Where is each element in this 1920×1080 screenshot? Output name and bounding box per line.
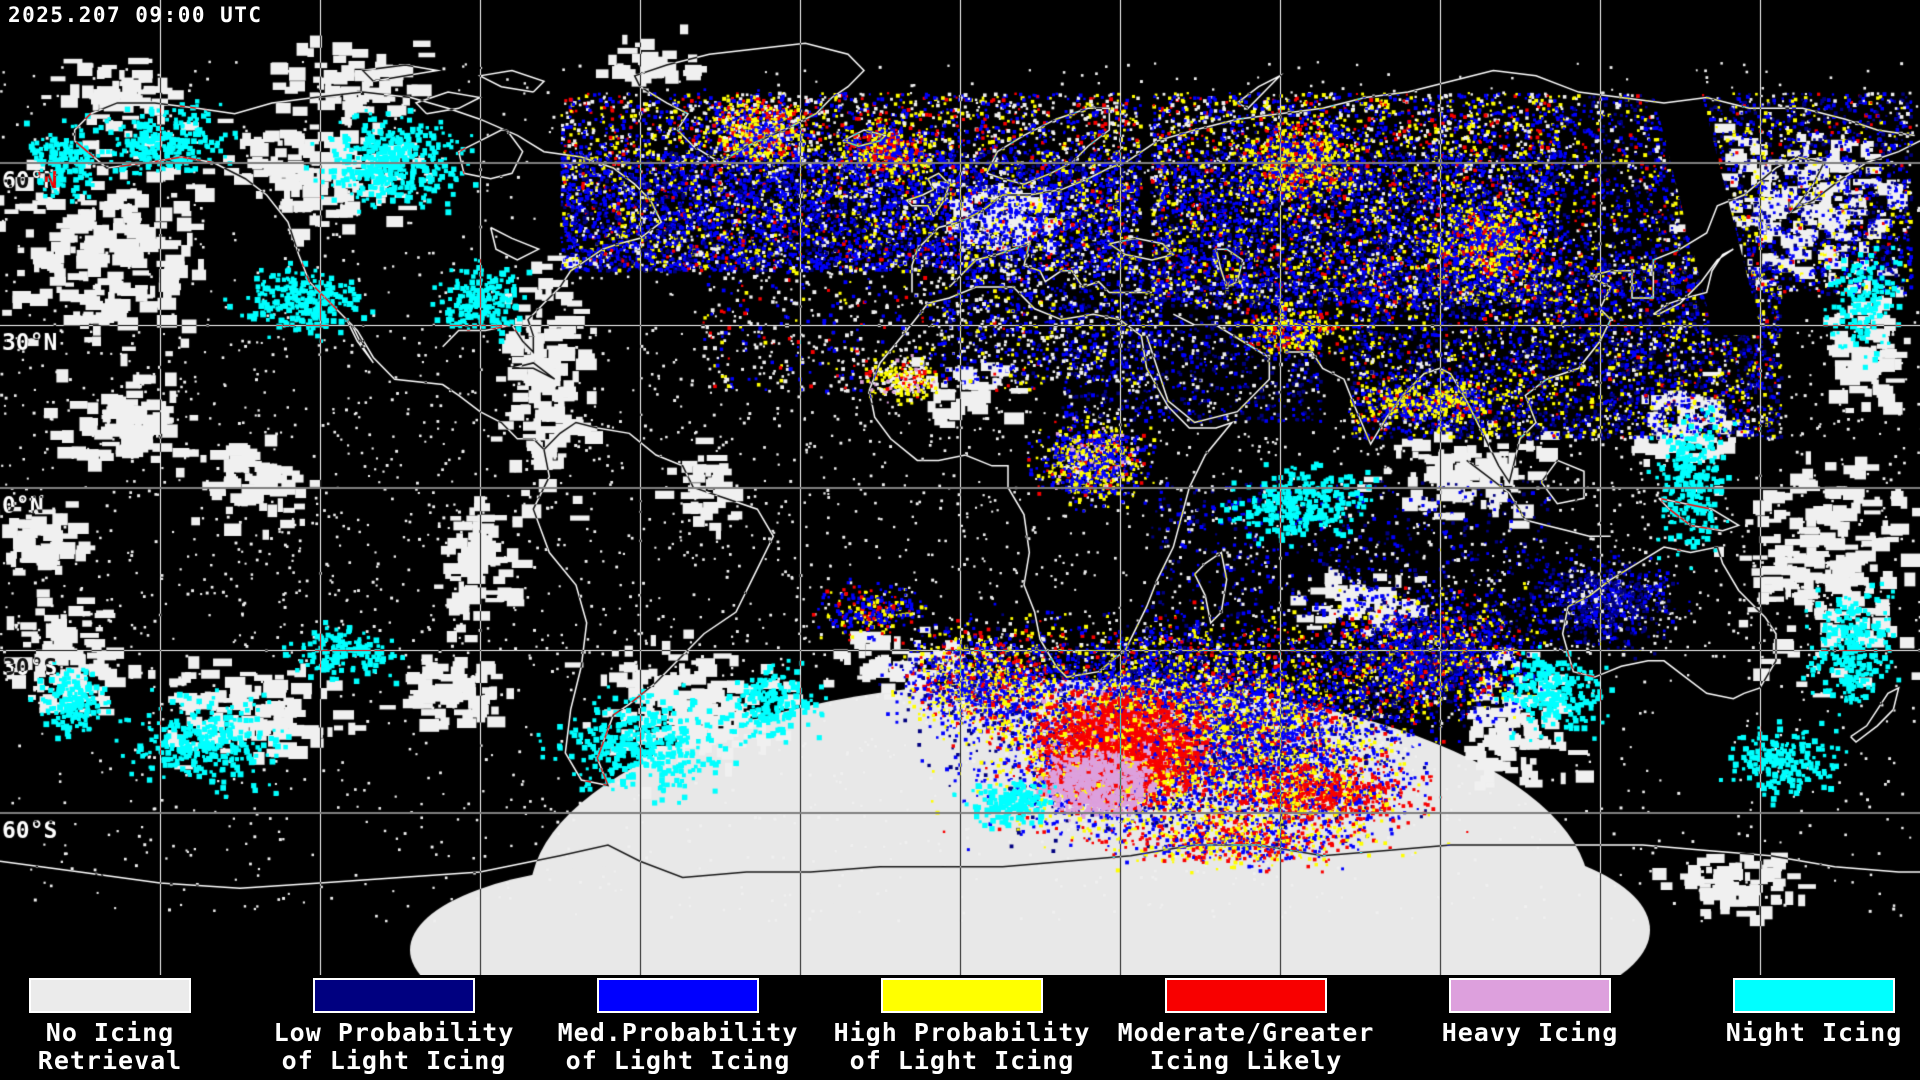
legend-swatch-night-icing <box>1733 978 1895 1013</box>
legend-swatch-moderate-greater <box>1165 978 1327 1013</box>
legend-label-line1: High Probability <box>833 1018 1091 1047</box>
legend-label-line1: Heavy Icing <box>1441 1018 1619 1047</box>
legend-swatch-low-prob-light <box>313 978 475 1013</box>
legend-item-night-icing: Night Icing <box>1677 975 1920 1047</box>
legend: No Icing Retrieval Low Probability of Light… <box>0 975 1920 1080</box>
legend-label-line2: Retrieval <box>37 1046 183 1075</box>
legend-item-moderate-greater: Moderate/Greater Icing Likely <box>1109 975 1383 1075</box>
legend-swatch-heavy-icing <box>1449 978 1611 1013</box>
legend-label-line1: Low Probability <box>273 1018 515 1047</box>
legend-item-no-icing-retrieval: No Icing Retrieval <box>0 975 247 1075</box>
legend-swatch-med-prob-light <box>597 978 759 1013</box>
legend-item-med-prob-light: Med.Probability of Light Icing <box>541 975 815 1075</box>
timestamp: 2025.207 09:00 UTC <box>8 3 263 27</box>
legend-label-line2: of Light Icing <box>281 1046 507 1075</box>
legend-item-low-prob-light: Low Probability of Light Icing <box>257 975 531 1075</box>
legend-label-line1: Moderate/Greater <box>1117 1018 1375 1047</box>
legend-item-high-prob-light: High Probability of Light Icing <box>825 975 1099 1075</box>
legend-item-heavy-icing: Heavy Icing <box>1393 975 1667 1047</box>
legend-label-line1: Night Icing <box>1725 1018 1903 1047</box>
legend-label-line2: of Light Icing <box>565 1046 791 1075</box>
icing-map-canvas <box>0 0 1920 975</box>
legend-label-line1: Med.Probability <box>557 1018 799 1047</box>
legend-swatch-high-prob-light <box>881 978 1043 1013</box>
legend-label-line2: Icing Likely <box>1149 1046 1343 1075</box>
legend-label-line1: No Icing <box>45 1018 175 1047</box>
legend-label-line2: of Light Icing <box>849 1046 1075 1075</box>
legend-swatch-no-icing-retrieval <box>29 978 191 1013</box>
